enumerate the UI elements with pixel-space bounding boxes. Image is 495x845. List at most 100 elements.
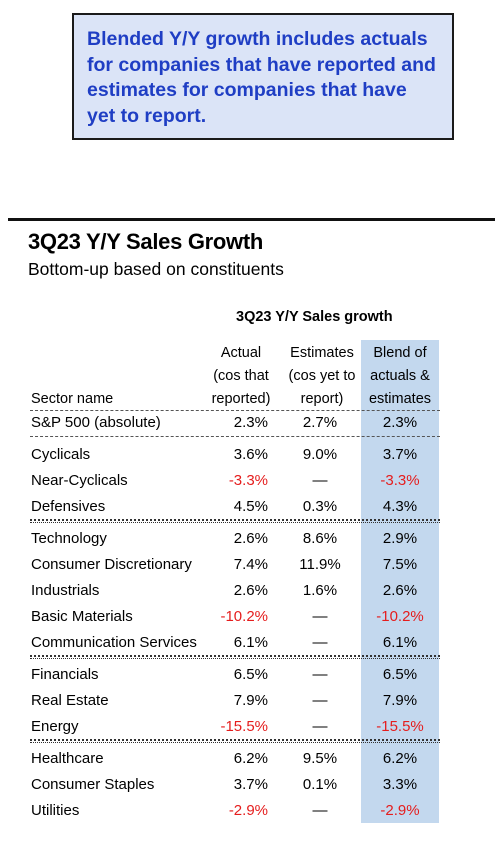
page-title: 3Q23 Y/Y Sales Growth — [28, 229, 264, 254]
blend-cell: 6.5% — [382, 666, 418, 683]
actual-cell: 6.5% — [233, 666, 268, 683]
actual-cell: -10.2% — [220, 608, 268, 625]
header-estimates-line: report) — [300, 391, 344, 407]
actual-cell: 3.7% — [233, 776, 268, 793]
group-separator — [30, 519, 440, 523]
sector-name-cell: Communication Services — [31, 634, 197, 651]
sector-name-cell: Industrials — [31, 582, 100, 599]
header-sector: Sector name — [31, 391, 114, 407]
table-row: Utilities -2.9% — -2.9% — [0, 799, 495, 825]
estimates-cell: — — [312, 608, 328, 625]
estimates-cell: 11.9% — [299, 556, 341, 573]
table-row: Industrials 2.6% 1.6% 2.6% — [0, 579, 495, 605]
callout-line-4: yet to report. — [87, 104, 207, 127]
actual-cell: 6.2% — [233, 750, 268, 767]
sector-name-cell: Utilities — [31, 802, 80, 819]
header-actual-line: (cos that — [213, 368, 269, 384]
actual-cell: -3.3% — [228, 472, 268, 489]
sector-name-cell: Real Estate — [31, 692, 109, 709]
blend-cell: 6.1% — [382, 634, 418, 651]
sector-name-cell: Energy — [31, 718, 79, 735]
table-row: Energy -15.5% — -15.5% — [0, 715, 495, 741]
header-estimates-line: (cos yet to — [288, 368, 356, 384]
blend-cell: 4.3% — [382, 498, 418, 515]
estimates-cell: 9.5% — [302, 750, 338, 767]
sector-name-cell: Near-Cyclicals — [31, 472, 128, 489]
estimates-cell: — — [312, 472, 328, 489]
estimates-cell: 1.6% — [302, 582, 338, 599]
table-row: Consumer Staples 3.7% 0.1% 3.3% — [0, 773, 495, 799]
table-row: Basic Materials -10.2% — -10.2% — [0, 605, 495, 631]
blend-cell: 2.9% — [382, 530, 418, 547]
group-separator — [30, 655, 440, 659]
header-actual-line: Actual — [220, 345, 262, 361]
group-separator — [30, 739, 440, 743]
table-row: Cyclicals 3.6% 9.0% 3.7% — [0, 443, 495, 469]
callout-line-1: Blended Y/Y growth includes actuals — [87, 28, 428, 50]
blend-cell: -10.2% — [376, 608, 424, 625]
blend-cell: 2.3% — [382, 414, 418, 431]
actual-cell: -15.5% — [220, 718, 268, 735]
callout-line-2: for companies that have reported and — [87, 53, 436, 76]
callout-line-3: estimates for companies that have — [87, 79, 407, 101]
estimates-cell: 9.0% — [302, 446, 338, 463]
estimates-cell: 0.3% — [302, 498, 338, 515]
blend-cell: 3.7% — [382, 446, 418, 463]
actual-cell: 6.1% — [233, 634, 268, 651]
blend-cell: -2.9% — [380, 802, 420, 819]
page-subtitle: Bottom-up based on constituents — [28, 259, 284, 279]
header-blend-line: actuals & — [370, 368, 430, 384]
table-row: Real Estate 7.9% — 7.9% — [0, 689, 495, 715]
actual-cell: 7.9% — [233, 692, 268, 709]
sector-name-cell: Technology — [31, 530, 107, 547]
header-estimates: Estimates (cos yet to report) — [284, 342, 360, 411]
estimates-cell: — — [312, 718, 328, 735]
estimates-cell: 2.7% — [302, 414, 338, 431]
blend-cell: -3.3% — [380, 472, 420, 489]
sector-name-cell: S&P 500 (absolute) — [31, 414, 161, 431]
header-estimates-line: Estimates — [290, 345, 354, 361]
table-row: Consumer Discretionary 7.4% 11.9% 7.5% — [0, 553, 495, 579]
estimates-cell: — — [312, 692, 328, 709]
blend-cell: -15.5% — [376, 718, 424, 735]
blend-cell: 7.5% — [382, 556, 418, 573]
estimates-cell: — — [312, 666, 328, 683]
sector-name-cell: Healthcare — [31, 750, 104, 767]
estimates-cell: 0.1% — [302, 776, 338, 793]
table-row: Healthcare 6.2% 9.5% 6.2% — [0, 747, 495, 773]
header-blend-line: Blend of — [373, 345, 427, 361]
estimates-cell: — — [312, 634, 328, 651]
actual-cell: 4.5% — [233, 498, 268, 515]
header-actual: Actual (cos that reported) — [206, 342, 276, 411]
blend-cell: 3.3% — [382, 776, 418, 793]
table-row: Near-Cyclicals -3.3% — -3.3% — [0, 469, 495, 495]
actual-cell: 2.6% — [233, 582, 268, 599]
actual-cell: 2.3% — [233, 414, 268, 431]
sector-name-cell: Cyclicals — [31, 446, 91, 463]
sector-name-cell: Consumer Staples — [31, 776, 155, 793]
table-row: Communication Services 6.1% — 6.1% — [0, 631, 495, 657]
actual-cell: 2.6% — [233, 530, 268, 547]
estimates-cell: — — [312, 802, 328, 819]
actual-cell: 3.6% — [233, 446, 268, 463]
table-group-header: 3Q23 Y/Y Sales growth — [236, 309, 393, 325]
table-row: Defensives 4.5% 0.3% 4.3% — [0, 495, 495, 521]
group-separator — [30, 436, 440, 437]
blend-cell: 7.9% — [382, 692, 418, 709]
table-row: Technology 2.6% 8.6% 2.9% — [0, 527, 495, 553]
sector-name-cell: Basic Materials — [31, 608, 133, 625]
info-callout-box: Blended Y/Y growth includes actuals for … — [72, 13, 454, 140]
header-separator — [30, 410, 440, 411]
table-row: S&P 500 (absolute) 2.3% 2.7% 2.3% — [0, 411, 495, 437]
table-row: Financials 6.5% — 6.5% — [0, 663, 495, 689]
header-actual-line: reported) — [211, 391, 271, 407]
header-blend-line: estimates — [368, 391, 432, 407]
section-divider — [8, 218, 495, 221]
blend-cell: 2.6% — [382, 582, 418, 599]
actual-cell: 7.4% — [233, 556, 268, 573]
blend-cell: 6.2% — [382, 750, 418, 767]
estimates-cell: 8.6% — [302, 530, 338, 547]
sector-name-cell: Consumer Discretionary — [31, 556, 192, 573]
sector-name-cell: Defensives — [31, 498, 106, 515]
header-blend: Blend of actuals & estimates — [361, 342, 439, 411]
